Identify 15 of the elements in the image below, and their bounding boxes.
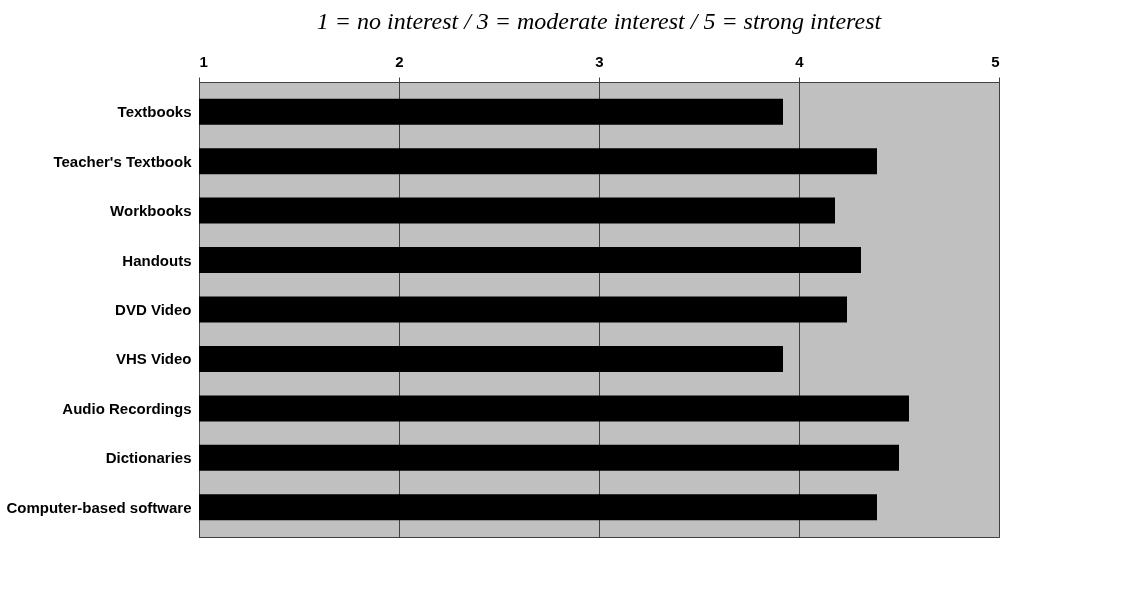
y-tick-label: Handouts [122, 251, 192, 269]
x-tick-label: 4 [795, 52, 805, 70]
x-tick-label: 2 [395, 52, 404, 70]
y-tick-label: Dictionaries [105, 449, 192, 467]
y-tick-label: Audio Recordings [62, 399, 192, 417]
y-tick-label: Computer-based software [6, 498, 192, 516]
y-tick-label: Teacher's Textbook [53, 152, 193, 170]
x-tick-label: 3 [595, 52, 604, 70]
x-tick-label: 1 [199, 52, 208, 70]
y-tick-label: DVD Video [115, 301, 192, 318]
x-tick-label: 5 [991, 52, 1000, 70]
y-tick-label: Workbooks [110, 202, 192, 220]
chart-title: 1 = no interest / 3 = moderate interest / 5 = strong interest [316, 8, 883, 34]
y-tick-label: Textbooks [117, 103, 192, 121]
y-tick-label: VHS Video [115, 350, 192, 368]
